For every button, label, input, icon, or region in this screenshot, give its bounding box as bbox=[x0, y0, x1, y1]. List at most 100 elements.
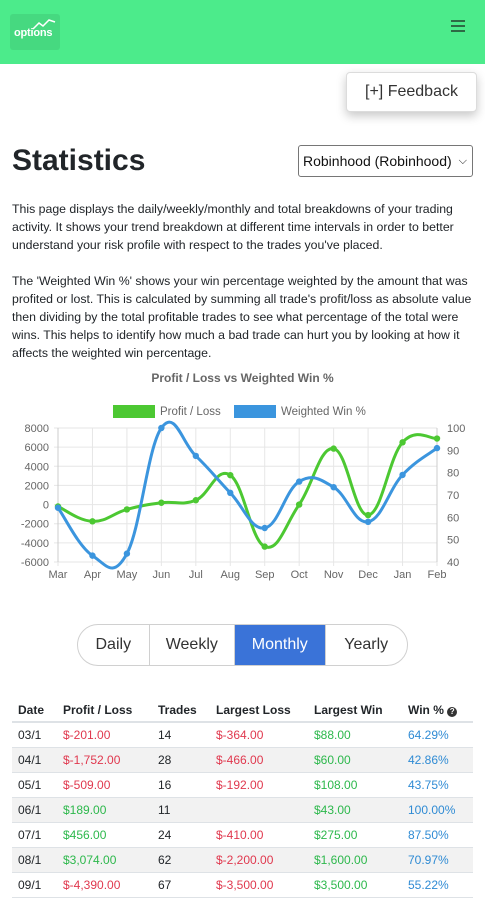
col-win-pct[interactable]: Win % ? bbox=[402, 698, 473, 723]
data-point bbox=[54, 504, 62, 511]
cell-largest-win: $43.00 bbox=[308, 797, 402, 823]
hamburger-icon[interactable] bbox=[448, 18, 470, 36]
cell-largest-loss bbox=[210, 797, 308, 823]
cell-largest-loss: $-410.00 bbox=[210, 822, 308, 848]
broker-select[interactable]: Robinhood (Robinhood) ⌵ bbox=[298, 145, 473, 177]
data-point bbox=[89, 518, 96, 525]
chevron-down-icon: ⌵ bbox=[458, 155, 467, 167]
data-point bbox=[261, 543, 268, 550]
cell-win-pct: 100.00% bbox=[402, 797, 473, 823]
feedback-button[interactable]: [+] Feedback bbox=[346, 72, 477, 112]
data-point bbox=[295, 501, 303, 508]
tab-weekly[interactable]: Weekly bbox=[150, 625, 236, 665]
cell-date: 08/1 bbox=[12, 847, 57, 873]
table-row: 07/1 $456.00 24 $-410.00 $275.00 87.50% bbox=[12, 822, 473, 848]
cell-profit-loss: $-1,752.00 bbox=[57, 747, 152, 773]
col-win-pct-label: Win % bbox=[408, 702, 444, 717]
cell-trades: 14 bbox=[152, 722, 210, 748]
x-tick-label: Feb bbox=[428, 569, 447, 581]
col-largest-win[interactable]: Largest Win bbox=[308, 698, 402, 723]
options-logo[interactable]: options bbox=[10, 14, 60, 50]
y-right-tick-label: 50 bbox=[447, 535, 459, 547]
help-icon[interactable]: ? bbox=[447, 706, 458, 717]
x-tick-label: Dec bbox=[358, 569, 378, 581]
period-toggle-group: Daily Weekly Monthly Yearly bbox=[77, 624, 408, 666]
data-point bbox=[364, 511, 372, 519]
col-largest-loss[interactable]: Largest Loss bbox=[210, 698, 308, 723]
legend-label: Profit / Loss bbox=[160, 406, 221, 418]
cell-largest-loss: $-3,500.00 bbox=[210, 872, 308, 898]
tab-daily[interactable]: Daily bbox=[78, 625, 150, 665]
cell-profit-loss: $-201.00 bbox=[57, 722, 152, 748]
y-left-tick-label: 0 bbox=[43, 500, 49, 512]
cell-win-pct: 55.22% bbox=[402, 872, 473, 898]
y-right-tick-label: 80 bbox=[447, 468, 459, 480]
table-row: 06/1 $189.00 11 $43.00 100.00% bbox=[12, 797, 473, 823]
data-point bbox=[123, 506, 131, 513]
table-row: 03/1 $-201.00 14 $-364.00 $88.00 64.29% bbox=[12, 722, 473, 748]
data-point bbox=[192, 452, 200, 460]
y-right-tick-label: 70 bbox=[447, 490, 459, 502]
cell-largest-win: $88.00 bbox=[308, 722, 402, 748]
cell-largest-loss: $-466.00 bbox=[210, 747, 308, 773]
cell-win-pct: 43.75% bbox=[402, 772, 473, 798]
x-tick-label: Mar bbox=[49, 569, 68, 581]
stats-table: Date Profit / Loss Trades Largest Loss L… bbox=[12, 698, 473, 898]
col-date[interactable]: Date bbox=[12, 698, 57, 723]
cell-trades: 16 bbox=[152, 772, 210, 798]
cell-profit-loss: $456.00 bbox=[57, 822, 152, 848]
cell-profit-loss: $-4,390.00 bbox=[57, 872, 152, 898]
cell-profit-loss: $3,074.00 bbox=[57, 847, 152, 873]
x-tick-label: Apr bbox=[84, 569, 101, 581]
y-left-tick-label: 8000 bbox=[25, 423, 49, 435]
cell-date: 04/1 bbox=[12, 747, 57, 773]
cell-trades: 24 bbox=[152, 822, 210, 848]
cell-profit-loss: $-509.00 bbox=[57, 772, 152, 798]
cell-date: 03/1 bbox=[12, 722, 57, 748]
cell-win-pct: 87.50% bbox=[402, 822, 473, 848]
table-row: 09/1 $-4,390.00 67 $-3,500.00 $3,500.00 55.22… bbox=[12, 872, 473, 898]
data-point bbox=[399, 439, 406, 446]
cell-profit-loss: $189.00 bbox=[57, 797, 152, 823]
cell-trades: 67 bbox=[152, 872, 210, 898]
cell-win-pct: 70.97% bbox=[402, 847, 473, 873]
y-left-tick-label: 4000 bbox=[25, 461, 49, 473]
data-point bbox=[123, 550, 131, 557]
data-point bbox=[89, 552, 96, 559]
x-tick-label: Jan bbox=[394, 569, 412, 581]
table-row: 08/1 $3,074.00 62 $-2,200.00 $1,600.00 70.97% bbox=[12, 847, 473, 873]
cell-win-pct: 42.86% bbox=[402, 747, 473, 773]
data-point bbox=[158, 424, 165, 432]
description-paragraph-2: The 'Weighted Win %' shows your win perc… bbox=[12, 274, 472, 360]
cell-date: 07/1 bbox=[12, 822, 57, 848]
cell-largest-loss: $-364.00 bbox=[210, 722, 308, 748]
cell-largest-win: $1,600.00 bbox=[308, 847, 402, 873]
data-point bbox=[330, 483, 337, 491]
x-tick-label: Aug bbox=[220, 569, 240, 581]
legend-label: Weighted Win % bbox=[281, 406, 366, 418]
navbar: options bbox=[0, 0, 485, 64]
data-point bbox=[227, 471, 234, 479]
y-right-tick-label: 60 bbox=[447, 512, 459, 524]
table-header-row: Date Profit / Loss Trades Largest Loss L… bbox=[12, 698, 473, 723]
tab-yearly[interactable]: Yearly bbox=[344, 636, 389, 653]
page-title: Statistics bbox=[12, 144, 146, 177]
cell-largest-loss: $-2,200.00 bbox=[210, 847, 308, 873]
logo-text: options bbox=[14, 27, 53, 39]
y-left-tick-label: -6000 bbox=[21, 557, 49, 569]
x-tick-label: Jun bbox=[152, 569, 170, 581]
y-left-tick-label: -2000 bbox=[21, 519, 49, 531]
chart-title: Profit / Loss vs Weighted Win % bbox=[151, 371, 334, 385]
y-left-tick-label: 6000 bbox=[25, 442, 49, 454]
cell-largest-win: $3,500.00 bbox=[308, 872, 402, 898]
data-point bbox=[364, 518, 372, 525]
table-row: 05/1 $-509.00 16 $-192.00 $108.00 43.75% bbox=[12, 772, 473, 798]
col-trades[interactable]: Trades bbox=[152, 698, 210, 723]
tab-monthly[interactable]: Monthly bbox=[235, 625, 326, 665]
cell-largest-win: $108.00 bbox=[308, 772, 402, 798]
cell-trades: 11 bbox=[152, 797, 210, 823]
col-profit-loss[interactable]: Profit / Loss bbox=[57, 698, 152, 723]
x-tick-label: Jul bbox=[189, 569, 203, 581]
data-point bbox=[399, 471, 406, 479]
cell-date: 06/1 bbox=[12, 797, 57, 823]
